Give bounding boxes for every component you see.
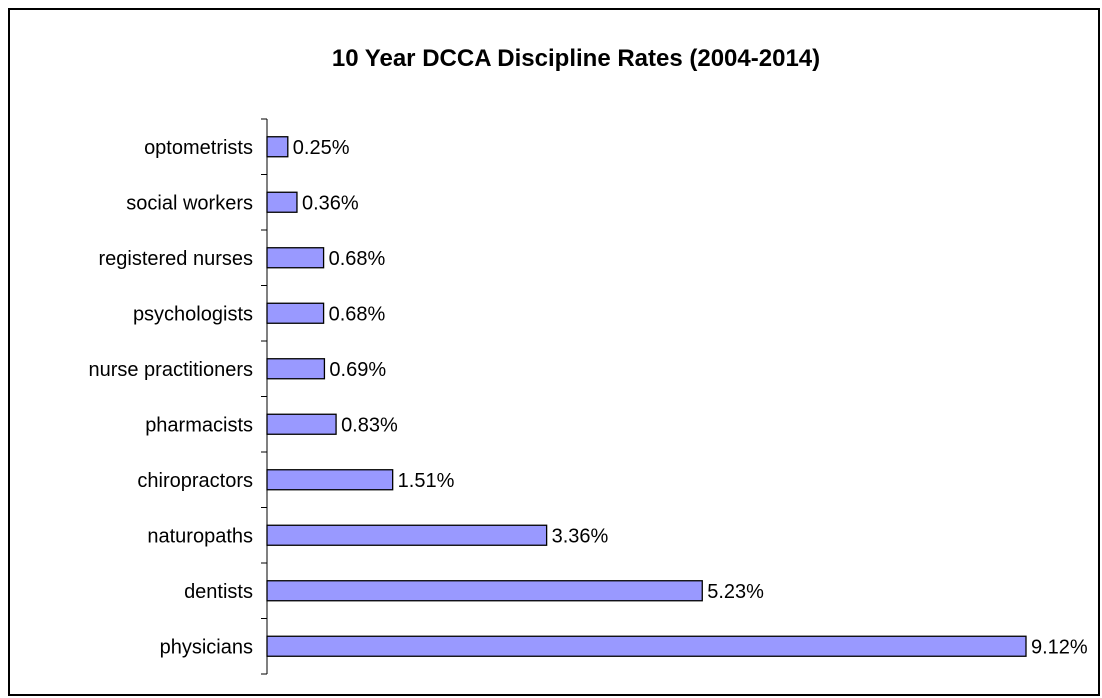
category-label: physicians <box>160 636 253 658</box>
bar <box>266 524 548 546</box>
bars <box>266 136 1027 657</box>
labels: optometrists 0.25% social workers 0.36% regi… <box>88 137 1087 659</box>
chart-title: 10 Year DCCA Discipline Rates (2004-2014… <box>332 45 820 72</box>
category-label: registered nurses <box>98 248 253 270</box>
bar <box>266 413 337 435</box>
category-axis <box>261 118 268 675</box>
category-label: dentists <box>184 581 253 603</box>
bar <box>266 136 289 158</box>
value-label: 0.69% <box>329 359 386 381</box>
category-label: psychologists <box>133 303 253 325</box>
bar <box>266 191 298 213</box>
category-label: naturopaths <box>147 525 253 547</box>
bar <box>266 302 325 324</box>
category-label: chiropractors <box>137 470 253 492</box>
chart-frame: 10 Year DCCA Discipline Rates (2004-2014… <box>8 8 1100 696</box>
bar <box>266 635 1027 657</box>
category-label: optometrists <box>144 137 253 159</box>
bar-chart: 10 Year DCCA Discipline Rates (2004-2014… <box>88 45 1088 675</box>
value-label: 0.36% <box>302 192 359 214</box>
value-label: 3.36% <box>552 525 609 547</box>
bar <box>266 358 326 380</box>
value-label: 9.12% <box>1031 636 1088 658</box>
bar <box>266 247 325 269</box>
bar <box>266 580 703 602</box>
value-label: 0.83% <box>341 414 398 436</box>
value-label: 0.68% <box>329 248 386 270</box>
value-label: 0.68% <box>329 303 386 325</box>
category-label: nurse practitioners <box>88 359 253 381</box>
bar <box>266 469 394 491</box>
category-label: social workers <box>126 192 253 214</box>
value-label: 1.51% <box>398 470 455 492</box>
category-label: pharmacists <box>145 414 253 436</box>
value-label: 0.25% <box>293 137 350 159</box>
value-label: 5.23% <box>707 581 764 603</box>
